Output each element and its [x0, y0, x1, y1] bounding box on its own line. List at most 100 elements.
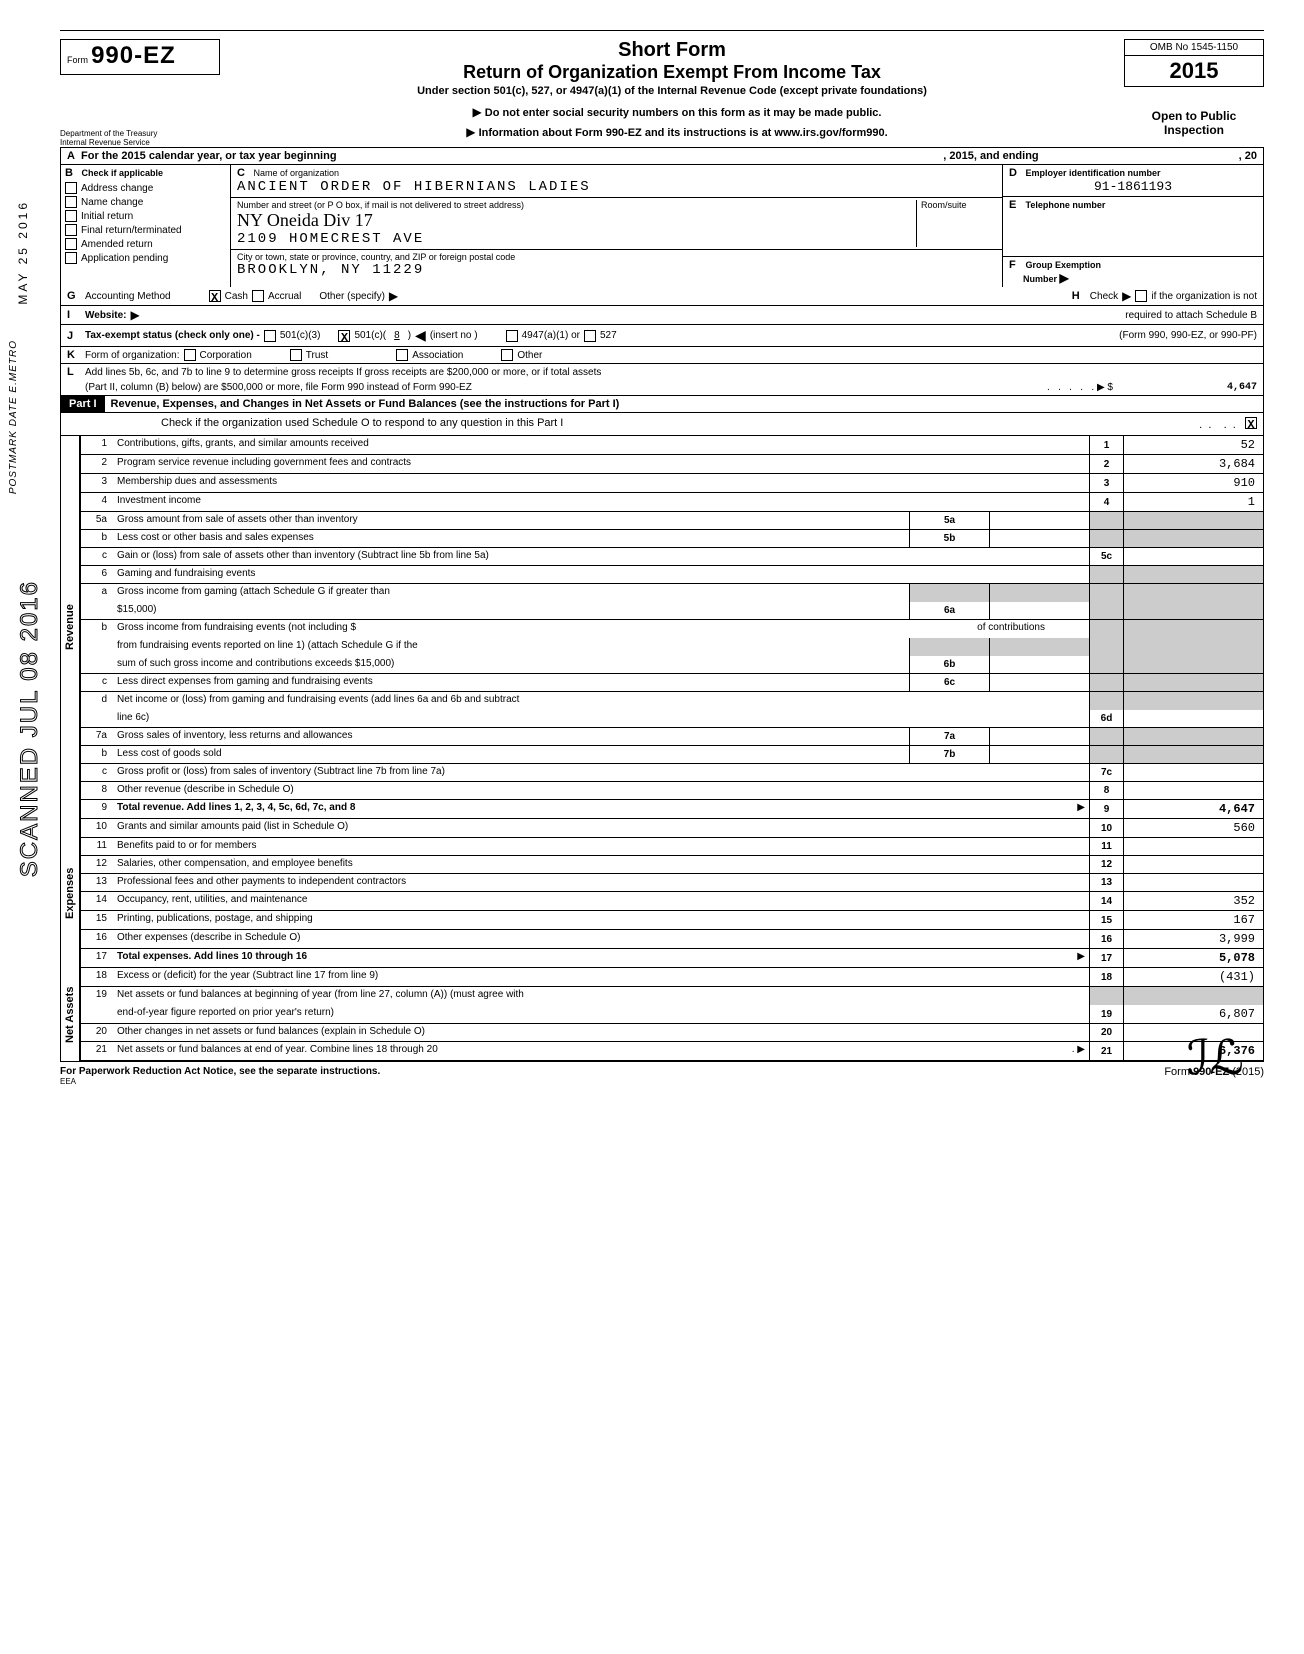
stamp-date: MAY 25 2016	[16, 200, 30, 305]
h-text: if the organization is not	[1151, 291, 1257, 302]
form-number: 990-EZ	[91, 42, 176, 69]
chk-cash[interactable]: X	[209, 290, 221, 302]
postmark: POSTMARK DATE E.METRO	[8, 340, 19, 494]
chk-pending[interactable]: Application pending	[81, 253, 168, 264]
line-5c: Gain or (loss) from sale of assets other…	[113, 548, 1089, 565]
line-5a: Gross amount from sale of assets other t…	[113, 512, 909, 529]
net-assets-label: Net Assets	[60, 968, 80, 1061]
form-number-box: Form 990-EZ	[60, 39, 220, 75]
line-9-val: 4,647	[1123, 800, 1263, 818]
line-4-val: 1	[1123, 493, 1263, 511]
chk-other-org[interactable]	[501, 349, 513, 361]
gross-receipts: 4,647	[1117, 382, 1257, 393]
line-18-val: (431)	[1123, 968, 1263, 986]
line-15-val: 167	[1123, 911, 1263, 929]
line-15: Printing, publications, postage, and shi…	[113, 911, 1089, 929]
row-a: A For the 2015 calendar year, or tax yea…	[60, 147, 1264, 165]
scanned-stamp: SCANNED JUL 08 2016	[16, 580, 43, 877]
city-val: BROOKLYN, NY 11229	[237, 262, 996, 278]
paperwork-notice: For Paperwork Reduction Act Notice, see …	[60, 1066, 380, 1077]
line-6: Gaming and fundraising events	[113, 566, 1089, 583]
street-label: Number and street (or P O box, if mail i…	[237, 200, 916, 210]
line-19-val: 6,807	[1123, 1005, 1263, 1023]
line-12: Salaries, other compensation, and employ…	[113, 856, 1089, 873]
form-org-label: Form of organization:	[85, 350, 180, 361]
line-3: Membership dues and assessments	[113, 474, 1089, 492]
eea: EEA	[60, 1077, 380, 1086]
h-text3: (Form 990, 990-EZ, or 990-PF)	[1119, 330, 1257, 341]
tax-exempt-label: Tax-exempt status (check only one) -	[85, 330, 260, 341]
line-11: Benefits paid to or for members	[113, 838, 1089, 855]
line-7b: Less cost of goods sold	[113, 746, 909, 763]
revenue-label: Revenue	[60, 436, 80, 819]
line-6d-1: Net income or (loss) from gaming and fun…	[113, 692, 1089, 710]
line-14-val: 352	[1123, 892, 1263, 910]
city-label: City or town, state or province, country…	[237, 252, 996, 262]
info-link: Information about Form 990-EZ and its in…	[479, 127, 888, 139]
line-19-2: end-of-year figure reported on prior yea…	[113, 1005, 1089, 1023]
title-under: Under section 501(c), 527, or 4947(a)(1)…	[234, 85, 1110, 97]
omb-box: OMB No 1545-1150 2015	[1124, 39, 1264, 87]
line-7a: Gross sales of inventory, less returns a…	[113, 728, 909, 745]
chk-527[interactable]	[584, 330, 596, 342]
chk-trust[interactable]	[290, 349, 302, 361]
chk-h[interactable]	[1135, 290, 1147, 302]
chk-501c3[interactable]	[264, 330, 276, 342]
street-handwritten: NY Oneida Div 17	[237, 210, 916, 231]
chk-501c[interactable]: X	[338, 330, 350, 342]
line-2: Program service revenue including govern…	[113, 455, 1089, 473]
part-i-header: Part I	[61, 396, 105, 412]
chk-name[interactable]: Name change	[81, 197, 143, 208]
line-19-1: Net assets or fund balances at beginning…	[113, 987, 1089, 1005]
chk-4947[interactable]	[506, 330, 518, 342]
line-21: Net assets or fund balances at end of ye…	[117, 1044, 438, 1055]
line-l2: (Part II, column (B) below) are $500,000…	[85, 382, 472, 393]
line-13: Professional fees and other payments to …	[113, 874, 1089, 891]
line-6c: Less direct expenses from gaming and fun…	[113, 674, 909, 691]
org-name: ANCIENT ORDER OF HIBERNIANS LADIES	[237, 179, 996, 195]
phone-label: Telephone number	[1026, 200, 1106, 210]
line-9: Total revenue. Add lines 1, 2, 3, 4, 5c,…	[117, 802, 355, 813]
title-return: Return of Organization Exempt From Incom…	[234, 62, 1110, 83]
ssn-warning: Do not enter social security numbers on …	[485, 107, 882, 119]
dept-treasury: Department of the Treasury	[60, 129, 230, 138]
chk-final[interactable]: Final return/terminated	[81, 225, 182, 236]
line-4: Investment income	[113, 493, 1089, 511]
line-17-val: 5,078	[1123, 949, 1263, 967]
dept-box: Department of the Treasury Internal Reve…	[60, 99, 230, 147]
signature: ℐℒ	[1187, 1030, 1244, 1086]
line-14: Occupancy, rent, utilities, and maintena…	[113, 892, 1089, 910]
line-5b: Less cost or other basis and sales expen…	[113, 530, 909, 547]
chk-corp[interactable]	[184, 349, 196, 361]
part-i-title: Revenue, Expenses, and Changes in Net As…	[105, 396, 1263, 412]
part-i-check-text: Check if the organization used Schedule …	[161, 417, 563, 431]
group-exempt-label: Group Exemption	[1026, 260, 1102, 270]
line-1-val: 52	[1123, 436, 1263, 454]
line-17: Total expenses. Add lines 10 through 16	[117, 951, 307, 962]
org-name-label: Name of organization	[254, 168, 340, 178]
chk-accrual[interactable]	[252, 290, 264, 302]
chk-initial[interactable]: Initial return	[81, 211, 133, 222]
col-b: B Check if applicable Address change Nam…	[61, 165, 231, 287]
line-6b-3: from fundraising events reported on line…	[113, 638, 909, 656]
chk-schedule-o[interactable]: X	[1245, 417, 1257, 429]
chk-amended[interactable]: Amended return	[81, 239, 153, 250]
check-applicable: Check if applicable	[82, 168, 164, 178]
line-l1: Add lines 5b, 6c, and 7b to line 9 to de…	[85, 367, 601, 378]
line-10-val: 560	[1123, 819, 1263, 837]
chk-assoc[interactable]	[396, 349, 408, 361]
line-6d-2: line 6c)	[113, 710, 1089, 727]
line-3-val: 910	[1123, 474, 1263, 492]
line-7c: Gross profit or (loss) from sales of inv…	[113, 764, 1089, 781]
chk-address[interactable]: Address change	[81, 183, 153, 194]
line-6a-2: $15,000)	[113, 602, 909, 619]
open-public: Open to Public Inspection	[1124, 99, 1264, 147]
ein-label: Employer identification number	[1026, 168, 1161, 178]
line-10: Grants and similar amounts paid (list in…	[113, 819, 1089, 837]
accounting-method: Accounting Method	[85, 291, 171, 302]
line-1: Contributions, gifts, grants, and simila…	[113, 436, 1089, 454]
dept-irs: Internal Revenue Service	[60, 138, 230, 147]
h-text2: required to attach Schedule B	[1125, 310, 1257, 321]
line-16: Other expenses (describe in Schedule O)	[113, 930, 1089, 948]
omb-number: OMB No 1545-1150	[1125, 40, 1263, 56]
